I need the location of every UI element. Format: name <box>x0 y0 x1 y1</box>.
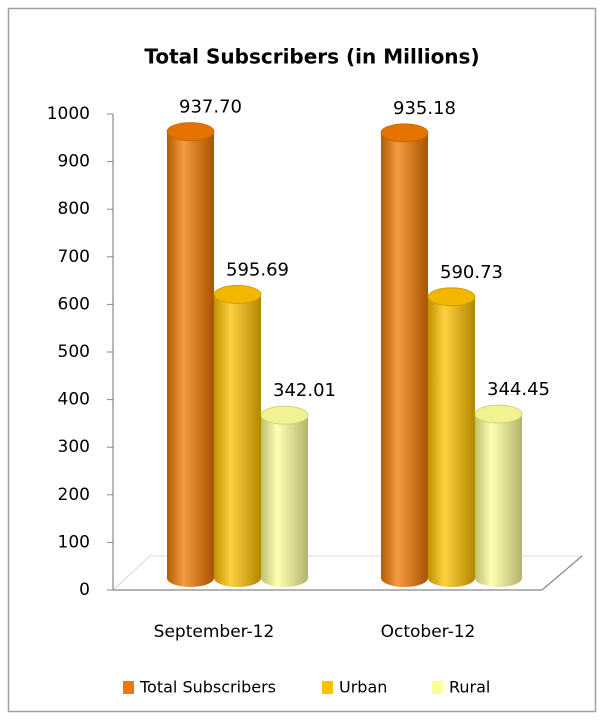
legend-label: Rural <box>449 678 490 697</box>
legend-swatch <box>322 681 333 694</box>
y-tick-label: 600 <box>58 294 90 314</box>
y-tick-label: 800 <box>58 199 90 219</box>
bar <box>167 131 214 587</box>
legend-label: Urban <box>339 678 387 697</box>
y-tick-label: 300 <box>58 437 90 457</box>
bar <box>214 294 261 587</box>
bar <box>428 296 475 587</box>
legend-swatch <box>123 681 134 694</box>
bar-top <box>427 287 476 307</box>
y-tick-label: 200 <box>58 485 90 505</box>
y-tick-label: 700 <box>58 247 90 267</box>
data-label: 344.45 <box>487 379 550 400</box>
y-tick-label: 500 <box>58 342 90 362</box>
bar <box>261 415 308 587</box>
legend-label: Total Subscribers <box>139 678 276 697</box>
bar <box>381 132 428 588</box>
chart-frame <box>7 7 597 713</box>
bar <box>475 414 522 587</box>
y-tick-label: 1000 <box>47 104 90 124</box>
bar-top <box>260 405 309 425</box>
x-tick-label: October-12 <box>381 622 476 642</box>
y-tick-label: 400 <box>58 390 90 410</box>
bar-top <box>474 404 523 424</box>
x-tick-label: September-12 <box>154 622 275 642</box>
floor-edge <box>541 555 583 591</box>
data-label: 595.69 <box>226 259 289 280</box>
bar-top <box>213 285 262 304</box>
y-tick-label: 900 <box>58 152 90 172</box>
data-label: 935.18 <box>393 98 456 119</box>
data-label: 342.01 <box>273 380 336 401</box>
y-tick-label: 100 <box>58 532 90 552</box>
data-label: 937.70 <box>179 97 242 118</box>
legend-swatch <box>432 681 443 694</box>
chart-title: Total Subscribers (in Millions) <box>144 45 479 69</box>
bar-top <box>380 123 429 143</box>
data-label: 590.73 <box>440 262 503 283</box>
bar-top <box>166 122 215 142</box>
y-tick-label: 0 <box>79 580 90 600</box>
